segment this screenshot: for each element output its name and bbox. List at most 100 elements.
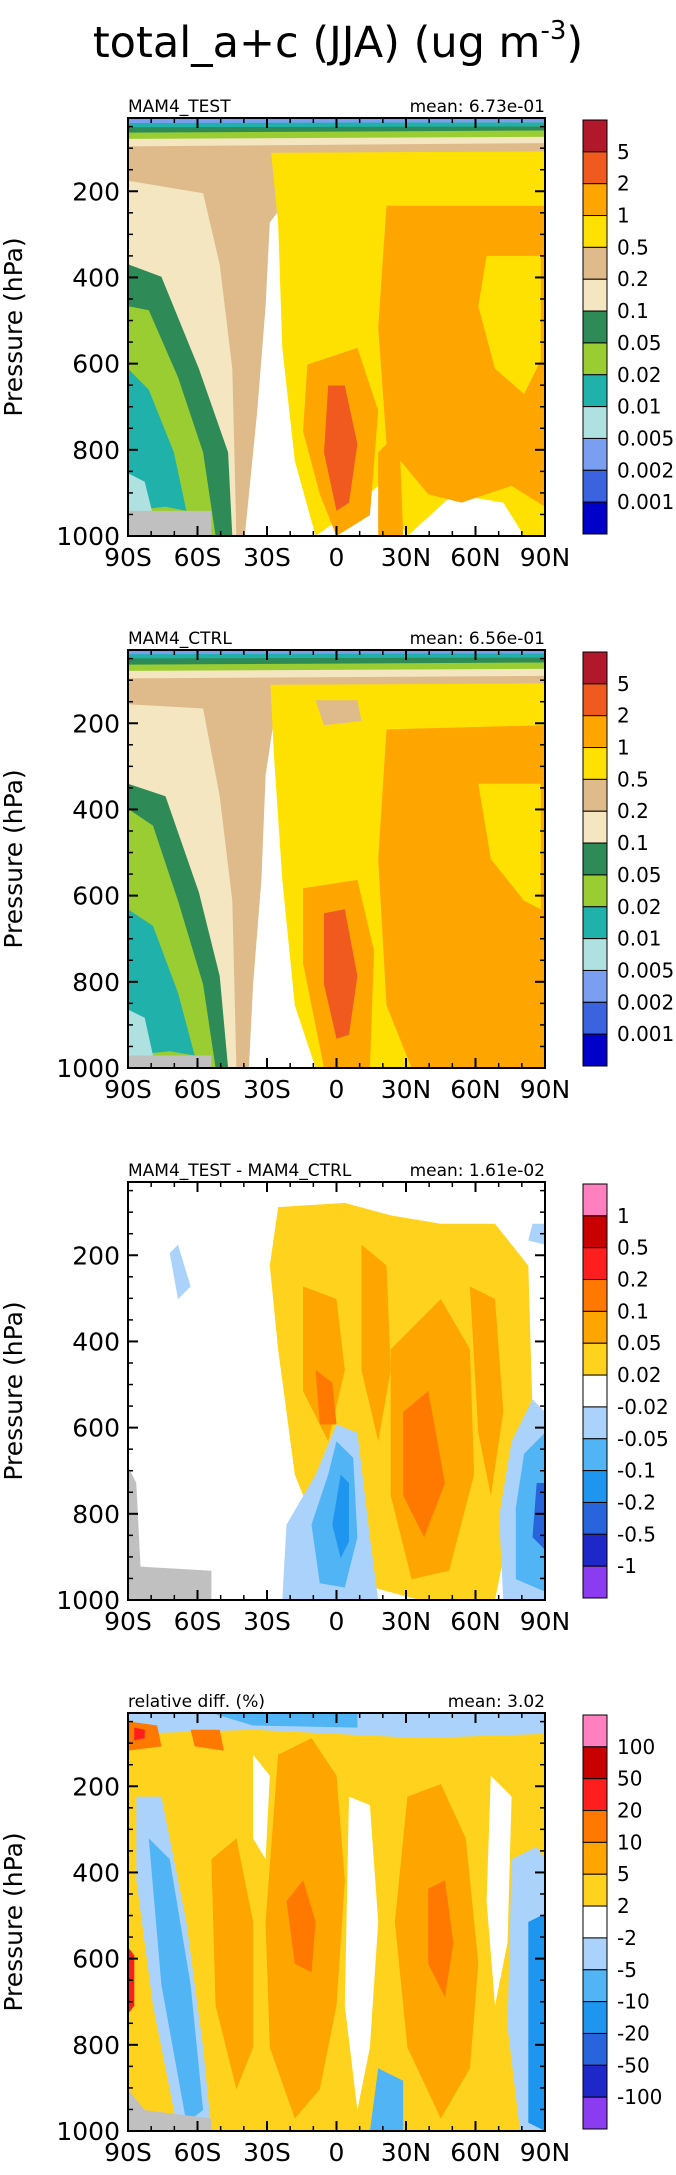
- colorbar-label: 0.002: [617, 458, 674, 482]
- colorbar: 5 2 1 0.5 0.2 0.1 0.05 0.02 0.01 0.005 0.002 0.001: [582, 651, 674, 1067]
- panel-title-right: mean: 6.73e-01: [410, 97, 545, 117]
- colorbar-label: 0.5: [617, 767, 649, 791]
- colorbar-swatch: [582, 1778, 608, 1812]
- colorbar-swatch: [582, 1873, 608, 1907]
- colorbar-swatch: [582, 969, 608, 1003]
- colorbar-swatch: [582, 747, 608, 780]
- colorbar-label: 0.01: [617, 395, 662, 419]
- colorbar-label: 2: [617, 1894, 630, 1918]
- y-tick-label: 1000: [56, 522, 120, 551]
- colorbar-label: 1: [617, 736, 630, 760]
- contour-region: [128, 668, 545, 679]
- contour-region: [211, 1713, 358, 1728]
- colorbar-label: -20: [617, 2021, 650, 2045]
- colorbar-swatch: [582, 1279, 608, 1312]
- colorbar-swatch: [582, 1247, 608, 1281]
- x-tick-label: 60N: [450, 1075, 501, 1104]
- x-tick-label: 60S: [174, 1075, 222, 1104]
- y-tick-label: 1000: [56, 2117, 120, 2146]
- chart-panel: MAM4_CTRL mean: 6.56e-01 200 400 600 800 1000 P…: [0, 629, 674, 1104]
- colorbar-swatch: [582, 1969, 608, 2003]
- contour-region: [128, 368, 187, 511]
- colorbar-swatch: [582, 906, 608, 940]
- colorbar-swatch: [582, 1001, 608, 1035]
- colorbar-swatch: [582, 842, 608, 876]
- colorbar-swatch: [582, 310, 608, 344]
- missing-data-region: [128, 1466, 212, 1600]
- colorbar-swatch: [582, 1565, 608, 1599]
- panel-title-left: MAM4_TEST - MAM4_CTRL: [128, 1161, 352, 1181]
- missing-data-region: [128, 1055, 212, 1068]
- colorbar-label: 0.02: [617, 895, 662, 919]
- colorbar-label: -5: [617, 1958, 637, 1982]
- y-tick-label: 800: [72, 1500, 120, 1529]
- y-tick-label: 400: [72, 1858, 120, 1887]
- colorbar-swatch: [582, 501, 608, 535]
- colorbar-swatch: [582, 246, 608, 280]
- colorbar-label: 0.005: [617, 426, 674, 450]
- colorbar-label: 5: [617, 140, 630, 164]
- colorbar-swatch: [582, 938, 608, 971]
- x-tick-label: 30N: [381, 1607, 432, 1636]
- contour-region: [478, 255, 541, 394]
- colorbar-swatch: [582, 715, 608, 749]
- x-tick-label: 90S: [104, 543, 152, 572]
- colorbar-swatch: [582, 1033, 608, 1067]
- contour-region: [486, 1775, 512, 2006]
- colorbar-label: 1: [617, 204, 630, 228]
- x-tick-label: 90S: [104, 1607, 152, 1636]
- colorbar-swatch: [582, 1501, 608, 1535]
- colorbar-swatch: [582, 1810, 608, 1843]
- y-tick-label: 400: [72, 263, 120, 292]
- x-tick-label: 60S: [174, 543, 222, 572]
- y-tick-label: 200: [72, 1772, 120, 1801]
- colorbar-label: 0.2: [617, 267, 649, 291]
- colorbar-swatch: [582, 1406, 608, 1440]
- contour-field: [128, 1182, 545, 1600]
- x-tick-label: 30S: [243, 2138, 291, 2167]
- colorbar-label: 0.001: [617, 490, 674, 514]
- y-tick-label: 800: [72, 968, 120, 997]
- x-tick-label: 90S: [104, 2138, 152, 2167]
- colorbar-label: -0.05: [617, 1427, 669, 1451]
- panel-title-right: mean: 1.61e-02: [410, 1161, 545, 1181]
- colorbar-label: -1: [617, 1554, 637, 1578]
- colorbar-swatch: [582, 342, 608, 376]
- colorbar-label: 0.2: [617, 1268, 649, 1292]
- x-tick-label: 0: [329, 2138, 345, 2167]
- colorbar-swatch: [582, 278, 608, 312]
- contour-region: [428, 1880, 454, 1998]
- colorbar-label: 2: [617, 704, 630, 728]
- contour-region: [253, 1754, 270, 1860]
- y-tick-label: 600: [72, 1945, 120, 1974]
- colorbar-swatch: [582, 2096, 608, 2130]
- y-tick-label: 1000: [56, 1054, 120, 1083]
- chart-panel: MAM4_TEST - MAM4_CTRL mean: 1.61e-02 200 40…: [0, 1161, 669, 1636]
- colorbar-swatch: [582, 874, 608, 908]
- contour-region: [344, 1796, 379, 2111]
- y-axis-label: Pressure (hPa): [0, 237, 28, 416]
- colorbar-label: 100: [617, 1735, 655, 1759]
- contour-region: [128, 657, 545, 665]
- x-tick-label: 60N: [450, 2138, 501, 2167]
- y-axis-label: Pressure (hPa): [0, 769, 28, 948]
- colorbar-label: -100: [617, 2085, 662, 2109]
- missing-data-region: [128, 2089, 212, 2131]
- colorbar-label: -50: [617, 2053, 650, 2077]
- contour-region: [211, 1838, 254, 2090]
- colorbar-label: 50: [617, 1767, 642, 1791]
- x-tick-label: 60S: [174, 2138, 222, 2167]
- contour-region: [515, 1432, 545, 1592]
- chart-panel: relative diff. (%) mean: 3.02200400600800…: [0, 1692, 662, 2167]
- colorbar-label: -0.2: [617, 1490, 656, 1514]
- colorbar-swatch: [582, 469, 608, 503]
- colorbar-swatch: [582, 1374, 608, 1408]
- colorbar: 5 2 1 0.5 0.2 0.1 0.05 0.02 0.01 0.005 0.002 0.001: [582, 119, 674, 535]
- colorbar-label: -0.5: [617, 1522, 656, 1546]
- contour-field: [128, 118, 545, 536]
- colorbar-label: 0.1: [617, 831, 649, 855]
- colorbar-swatch: [582, 215, 608, 248]
- colorbar-label: 0.1: [617, 299, 649, 323]
- contour-region: [303, 1286, 345, 1442]
